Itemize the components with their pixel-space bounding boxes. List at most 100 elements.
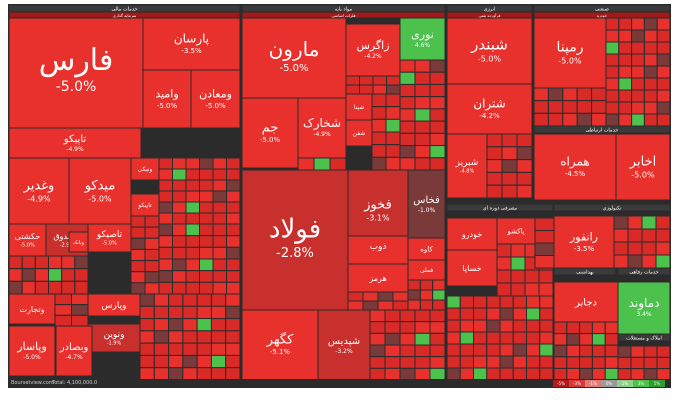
small-tile xyxy=(486,355,501,369)
small-tile xyxy=(371,106,387,120)
small-tile xyxy=(399,120,416,134)
small-tile xyxy=(643,356,658,370)
small-tile xyxy=(168,293,184,307)
small-tile xyxy=(591,333,606,346)
small-tile xyxy=(34,268,50,282)
small-tile xyxy=(399,59,416,73)
small-tile xyxy=(407,299,421,311)
small-tile xyxy=(539,319,554,333)
small-tile xyxy=(512,319,527,333)
small-tile xyxy=(199,212,214,225)
tile-name: شتران xyxy=(473,97,505,112)
small-tile xyxy=(182,305,198,320)
small-tile xyxy=(499,331,514,345)
small-tile xyxy=(212,235,227,248)
tile-name: دماوند xyxy=(629,296,660,311)
small-tile xyxy=(399,108,416,122)
tile-change: 4.6% xyxy=(415,42,431,49)
small-tile xyxy=(210,354,227,369)
small-tile xyxy=(459,319,474,333)
small-tile xyxy=(553,321,568,335)
small-tile xyxy=(372,84,387,95)
tile-name: فخاس xyxy=(413,195,440,206)
sector-title-basic: مواد پایه xyxy=(335,7,353,13)
small-tile xyxy=(627,228,643,243)
small-tile xyxy=(139,305,155,320)
small-tile xyxy=(61,255,76,270)
small-tile xyxy=(153,293,170,307)
small-tile xyxy=(591,100,607,114)
tile-name: خودرو xyxy=(461,230,482,239)
legend-swatch: -5% xyxy=(553,380,569,387)
small-tile xyxy=(199,258,214,272)
small-tile xyxy=(526,319,541,333)
small-tile xyxy=(212,168,227,181)
sector-title-financial: خدمات مالی xyxy=(111,7,137,13)
tile-change: -2.9% xyxy=(60,243,75,249)
sector-title-industry: صنعتی xyxy=(595,7,609,13)
small-tile xyxy=(516,171,533,186)
small-tile xyxy=(618,77,633,91)
small-tile xyxy=(618,89,633,103)
small-tile xyxy=(539,355,554,369)
small-tile xyxy=(576,87,593,102)
small-tile xyxy=(196,318,212,332)
small-tile xyxy=(226,270,241,283)
small-tile xyxy=(526,295,541,309)
small-tile xyxy=(499,343,514,357)
tile-change: -1.9% xyxy=(107,341,122,347)
small-tile xyxy=(446,319,461,333)
legend-swatch: -3% xyxy=(569,380,585,387)
tile-name: رانفور xyxy=(569,231,598,244)
small-tile xyxy=(377,291,394,302)
small-tile xyxy=(371,118,387,133)
small-tile xyxy=(512,343,527,357)
small-tile xyxy=(562,112,578,127)
tile-name: وامید xyxy=(155,88,178,101)
small-tile xyxy=(345,75,360,86)
small-tile xyxy=(185,201,200,214)
tile-change: -5.0% xyxy=(56,79,97,95)
small-tile xyxy=(144,260,160,273)
sector-title-utilities: خدمات رفاهی xyxy=(629,270,658,276)
small-tile xyxy=(605,29,620,43)
small-tile xyxy=(641,228,657,243)
tile-16 xyxy=(87,323,141,353)
small-tile xyxy=(496,269,512,284)
small-tile xyxy=(631,77,645,91)
small-tile xyxy=(579,321,593,335)
tile-30 xyxy=(347,263,409,293)
tile-22 xyxy=(297,97,347,159)
small-tile xyxy=(48,280,63,295)
small-tile xyxy=(613,254,629,269)
tile-name: کگهر xyxy=(266,332,294,348)
small-tile xyxy=(501,133,518,148)
small-tile xyxy=(158,270,173,283)
small-tile xyxy=(212,157,227,170)
small-tile xyxy=(71,293,89,306)
tile-change: -5.0% xyxy=(279,63,308,74)
small-tile xyxy=(384,344,401,358)
small-tile xyxy=(21,255,36,270)
small-tile xyxy=(512,307,527,321)
tile-name: وغدیر xyxy=(23,178,55,193)
tile-name: وبصادر xyxy=(59,342,89,353)
small-tile xyxy=(21,280,36,295)
small-tile xyxy=(605,41,620,55)
small-tile xyxy=(185,157,200,170)
small-tile xyxy=(539,307,554,321)
small-tile xyxy=(369,332,386,346)
small-tile xyxy=(212,223,227,237)
small-tile xyxy=(566,344,581,358)
small-tile xyxy=(643,113,658,127)
small-tile xyxy=(631,89,645,103)
small-tile xyxy=(486,331,501,345)
small-tile xyxy=(61,268,76,282)
small-tile xyxy=(656,101,671,115)
small-tile xyxy=(429,157,446,171)
small-tile xyxy=(510,282,526,297)
small-tile xyxy=(486,171,503,186)
small-tile xyxy=(74,268,89,282)
small-tile xyxy=(369,309,386,323)
tile-change: -2.8% xyxy=(276,246,314,261)
